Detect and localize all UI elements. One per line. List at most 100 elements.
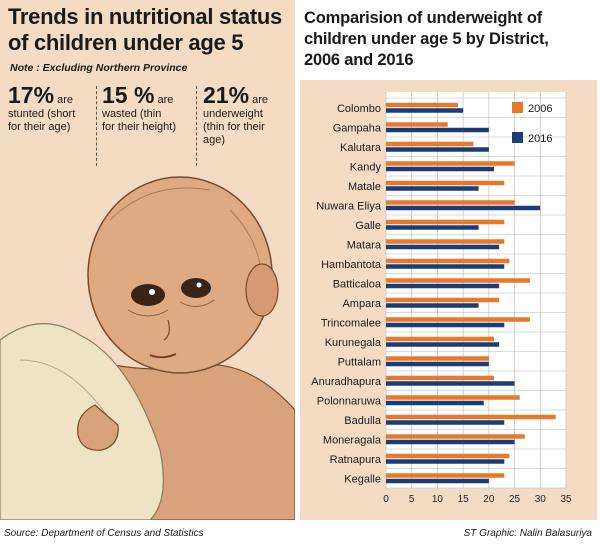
bar-2016	[386, 439, 515, 445]
legend-swatch	[512, 102, 523, 113]
bar-2006	[386, 258, 510, 264]
infographic-left-panel: Trends in nutritional status of children…	[0, 0, 295, 520]
category-label: Ampara	[342, 298, 381, 310]
bar-2016	[386, 127, 489, 133]
bar-2016	[386, 459, 505, 464]
bar-2006	[386, 141, 474, 147]
chart-title-line2: children under age 5 by District,	[304, 30, 549, 48]
x-tick-label: 25	[509, 494, 521, 505]
bar-2016	[386, 420, 505, 425]
stat-suffix: are	[54, 94, 74, 106]
chart-title-line1: Comparision of underweight of	[304, 9, 543, 27]
category-label: Badulla	[344, 415, 382, 427]
category-label: Kegalle	[344, 473, 381, 485]
bar-2016	[386, 478, 489, 484]
bar-2016	[386, 400, 484, 406]
bar-2006	[386, 434, 525, 439]
chart-title-line3: 2006 and 2016	[304, 51, 414, 69]
bar-2016	[386, 244, 500, 250]
category-label: Matara	[347, 239, 382, 251]
x-tick-label: 0	[383, 494, 389, 505]
category-label: Trincomalee	[321, 317, 381, 329]
bar-2016	[386, 166, 494, 172]
bar-2006	[386, 200, 515, 205]
stat-desc: age)	[203, 134, 226, 146]
category-label: Gampaha	[333, 122, 382, 134]
category-label: Puttalam	[338, 356, 381, 368]
category-label: Moneragala	[323, 434, 382, 446]
category-label: Hambantota	[321, 259, 382, 271]
category-label: Galle	[355, 220, 381, 232]
stat-value: 17%	[8, 82, 55, 108]
category-label: Batticaloa	[333, 278, 382, 290]
left-title-line1: Trends in nutritional status	[8, 4, 282, 29]
stat-wasted: 15 % are wasted (thin for their height)	[102, 82, 176, 134]
category-label: Anuradhapura	[311, 376, 382, 388]
category-label: Kurunegala	[325, 337, 382, 349]
stat-stunted: 17% are stunted (short for their age)	[8, 82, 75, 134]
stat-desc: wasted (thin	[102, 108, 162, 120]
legend-label: 2016	[528, 133, 552, 145]
category-label: Kandy	[350, 161, 382, 173]
category-label: Colombo	[337, 103, 381, 115]
bar-2006	[386, 375, 494, 381]
stat-desc: underweight	[203, 108, 263, 120]
graphic-credit: ST Graphic: Nalin Balasuriya	[463, 528, 592, 539]
legend-label: 2006	[528, 103, 552, 115]
category-label: Polonnaruwa	[317, 395, 382, 407]
stat-desc: stunted (short	[8, 108, 76, 120]
bar-2016	[386, 186, 479, 191]
legend-swatch	[512, 132, 523, 143]
category-label: Nuwara Eliya	[316, 200, 382, 212]
bar-2016	[386, 205, 541, 211]
bar-2006	[386, 180, 505, 186]
stat-underweight: 21% are underweight (thin for their age)	[203, 82, 268, 147]
baby-illustration	[0, 176, 295, 520]
bar-2016	[386, 225, 479, 230]
bar-2016	[386, 342, 500, 347]
divider	[96, 86, 97, 166]
bar-2016	[386, 264, 505, 269]
category-label: Matale	[348, 181, 381, 193]
bar-2006	[386, 473, 505, 478]
stat-desc: (thin for their	[203, 121, 265, 133]
bar-2006	[386, 356, 489, 361]
left-title-line2: of children under age 5	[8, 30, 244, 55]
bar-2006	[386, 297, 500, 303]
category-label: Kalutara	[340, 142, 382, 154]
x-tick-label: 5	[409, 494, 415, 505]
bar-2006	[386, 336, 494, 342]
left-title: Trends in nutritional status of children…	[8, 4, 293, 56]
bar-2006	[386, 161, 515, 166]
bar-2016	[386, 361, 489, 367]
note: Note : Excluding Northern Province	[10, 62, 188, 74]
stat-suffix: are	[249, 94, 269, 106]
x-tick-label: 30	[535, 494, 547, 505]
bar-chart: 0 5 10 15 20 25 30 35 Colombo Gampaha Kalutara Kand…	[311, 92, 572, 505]
bar-2006	[386, 102, 458, 108]
bar-2006	[386, 395, 520, 400]
x-tick-label: 10	[432, 494, 444, 505]
stat-desc: for their height)	[102, 121, 176, 133]
category-label: Ratnapura	[330, 454, 382, 466]
bar-2016	[386, 303, 479, 308]
bar-2006	[386, 414, 556, 420]
x-tick-label: 35	[560, 494, 572, 505]
bar-2006	[386, 278, 530, 283]
stat-value: 21%	[203, 82, 250, 108]
x-tick-label: 20	[483, 494, 495, 505]
bar-2016	[386, 283, 500, 289]
bar-2006	[386, 219, 505, 225]
bar-2016	[386, 147, 489, 152]
bar-2006	[386, 317, 530, 322]
source-note: Source: Department of Census and Statist…	[4, 528, 204, 539]
bar-2016	[386, 108, 464, 113]
stat-desc: for their age)	[8, 121, 71, 133]
bar-2016	[386, 381, 515, 386]
stat-suffix: are	[154, 94, 174, 106]
bar-2006	[386, 122, 448, 127]
bar-2006	[386, 453, 510, 459]
bar-2006	[386, 239, 505, 244]
x-tick-label: 15	[458, 494, 470, 505]
chart-title: Comparision of underweight of children u…	[304, 8, 596, 71]
